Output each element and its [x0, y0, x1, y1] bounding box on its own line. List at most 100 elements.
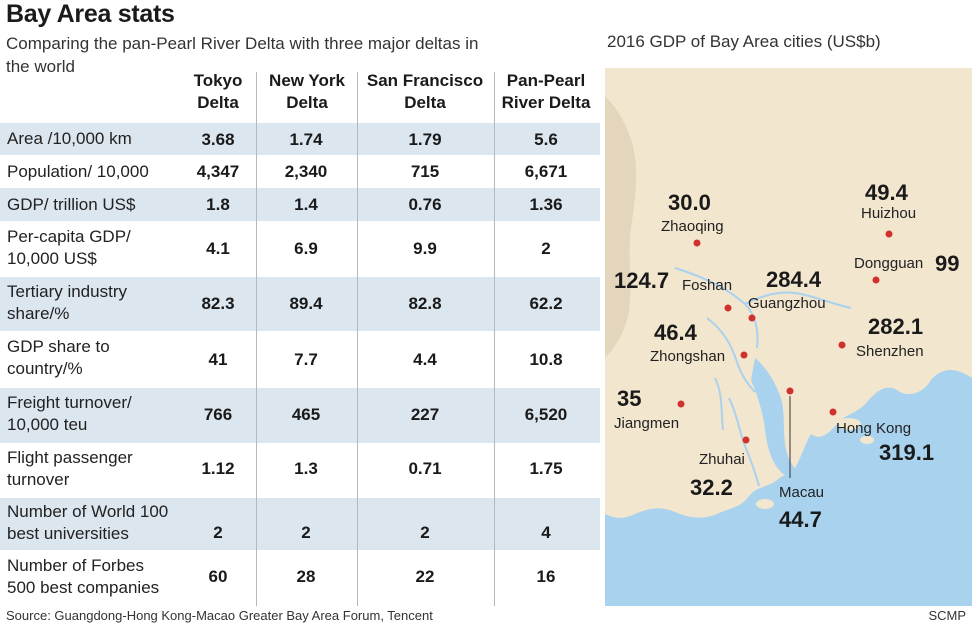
cell-san-francisco: 1.79 [408, 130, 442, 149]
row-label-line1: Number of World 100 [7, 502, 169, 521]
column-header-line1: Pan-Pearl [506, 71, 586, 90]
table-row-gdp: GDP/ trillion US$ 1.8 1.4 0.76 1.36 [0, 188, 600, 221]
row-label: GDP/ trillion US$ [7, 194, 135, 216]
city-dot-huizhou [885, 230, 893, 238]
city-name-foshan: Foshan [682, 277, 732, 294]
city-value-jiangmen: 35 [617, 386, 641, 411]
cell-pan-pearl: 5.6 [534, 130, 558, 149]
cell-san-francisco: 0.76 [408, 195, 442, 214]
row-label: Population/ 10,000 [7, 161, 149, 183]
cell-new-york: 1.74 [289, 130, 323, 149]
source-note: Source: Guangdong-Hong Kong-Macao Greate… [6, 608, 433, 623]
row-label: Freight turnover/ 10,000 teu [7, 392, 132, 436]
city-name-macau: Macau [779, 484, 824, 501]
table-row-forbes: Number of Forbes 500 best companies 60 2… [0, 550, 600, 606]
row-label: Per-capita GDP/ 10,000 US$ [7, 226, 131, 270]
city-dot-zhuhai [742, 436, 750, 444]
row-label-line2: turnover [7, 470, 70, 489]
river [744, 291, 852, 309]
cell-san-francisco: 22 [415, 567, 435, 586]
row-label: Number of Forbes 500 best companies [7, 555, 159, 599]
city-value-zhongshan: 46.4 [654, 320, 698, 345]
cell-pan-pearl: 2 [541, 239, 551, 258]
column-divider [357, 72, 358, 606]
city-dot-foshan [724, 304, 732, 312]
city-name-huizhou: Huizhou [861, 205, 916, 222]
city-name-jiangmen: Jiangmen [614, 415, 679, 432]
city-value-foshan: 124.7 [614, 268, 669, 293]
city-name-zhuhai: Zhuhai [699, 451, 745, 468]
city-value-dongguan: 99 [935, 251, 959, 276]
cell-new-york: 2 [301, 523, 311, 542]
cell-new-york: 6.9 [294, 239, 318, 258]
river [714, 377, 724, 431]
row-label-line1: Population/ 10,000 [7, 162, 149, 181]
row-label: GDP share to country/% [7, 336, 110, 380]
column-divider [494, 72, 495, 606]
cell-tokyo: 766 [203, 405, 233, 424]
city-dot-macau [786, 387, 794, 395]
row-label-line2: 10,000 teu [7, 415, 88, 434]
cell-pan-pearl: 1.36 [529, 195, 563, 214]
city-dot-guangzhou [748, 314, 756, 322]
cell-tokyo: 82.3 [201, 294, 235, 313]
cell-new-york: 28 [296, 567, 316, 586]
cell-new-york: 1.4 [294, 195, 318, 214]
cell-san-francisco: 82.8 [408, 294, 442, 313]
row-label-line1: Number of Forbes [7, 556, 144, 575]
column-header-line2: River Delta [501, 93, 591, 112]
cell-tokyo: 3.68 [201, 130, 235, 149]
city-name-zhongshan: Zhongshan [650, 348, 725, 365]
row-label-line2: 500 best companies [7, 578, 160, 597]
cell-san-francisco: 2 [420, 523, 430, 542]
cell-pan-pearl: 6,671 [524, 162, 568, 181]
river [706, 317, 756, 393]
column-header-line1: San Francisco [366, 71, 484, 90]
row-label-line2: 10,000 US$ [7, 249, 97, 268]
column-header-san-francisco: San Francisco Delta [357, 70, 493, 114]
cell-pan-pearl: 62.2 [529, 294, 563, 313]
cell-pan-pearl: 10.8 [529, 350, 563, 369]
cell-san-francisco: 4.4 [413, 350, 437, 369]
cell-new-york: 7.7 [294, 350, 318, 369]
city-dot-jiangmen [677, 400, 685, 408]
city-name-dongguan: Dongguan [854, 255, 923, 272]
column-header-new-york: New York Delta [257, 70, 357, 114]
city-value-macau: 44.7 [779, 507, 822, 532]
cell-tokyo: 41 [208, 350, 228, 369]
row-label-line1: Per-capita GDP/ [7, 227, 131, 246]
city-name-zhaoqing: Zhaoqing [661, 218, 724, 235]
cell-san-francisco: 9.9 [413, 239, 437, 258]
table-row-universities: Number of World 100 best universities 2 … [0, 498, 600, 550]
cell-tokyo: 60 [208, 567, 228, 586]
city-value-shenzhen: 282.1 [868, 314, 923, 339]
city-name-guangzhou: Guangzhou [748, 295, 826, 312]
column-header-tokyo: Tokyo Delta [170, 70, 266, 114]
row-label-line2: best universities [7, 524, 129, 543]
column-header-line2: Delta [286, 93, 328, 112]
river [674, 267, 759, 349]
cell-san-francisco: 715 [410, 162, 440, 181]
cell-pan-pearl: 1.75 [529, 459, 563, 478]
city-value-hong-kong: 319.1 [879, 440, 934, 465]
cell-san-francisco: 227 [410, 405, 440, 424]
bay-area-map: 30.0 Zhaoqing 49.4 Huizhou Dongguan 99 1… [605, 68, 972, 606]
river [728, 397, 760, 487]
city-dot-dongguan [872, 276, 880, 284]
table-row-per-capita-gdp: Per-capita GDP/ 10,000 US$ 4.1 6.9 9.9 2 [0, 221, 600, 277]
island [756, 499, 774, 509]
row-label-line2: country/% [7, 359, 83, 378]
city-dot-zhaoqing [693, 239, 701, 247]
table-row-population: Population/ 10,000 4,347 2,340 715 6,671 [0, 155, 600, 188]
row-label-line1: Freight turnover/ [7, 393, 132, 412]
publisher-credit: SCMP [928, 608, 966, 623]
cell-tokyo: 4.1 [206, 239, 230, 258]
row-label-line2: share/% [7, 304, 70, 323]
cell-new-york: 89.4 [289, 294, 323, 313]
city-value-zhuhai: 32.2 [690, 475, 733, 500]
page-subtitle: Comparing the pan-Pearl River Delta with… [6, 34, 479, 76]
table-row-area: Area /10,000 km 3.68 1.74 1.79 5.6 [0, 123, 600, 155]
cell-pan-pearl: 6,520 [524, 405, 568, 424]
city-name-hong-kong: Hong Kong [836, 420, 911, 437]
cell-tokyo: 1.12 [201, 459, 235, 478]
